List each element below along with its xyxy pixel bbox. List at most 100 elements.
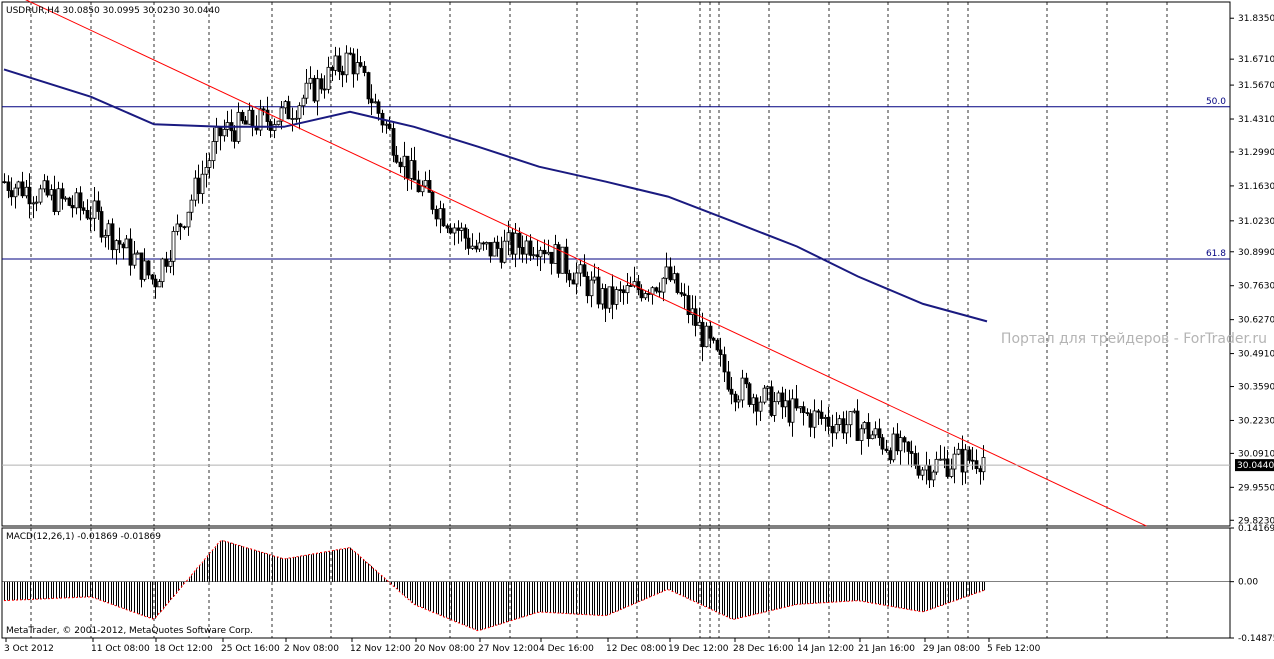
candle-body <box>902 437 907 443</box>
candle-body <box>81 207 86 211</box>
candle-body <box>481 242 486 245</box>
candle-body <box>74 192 79 209</box>
y-tick-label: 31.8350 <box>1238 14 1274 24</box>
candle-body <box>607 286 612 309</box>
candle-body <box>765 386 770 389</box>
candle-body <box>762 387 767 403</box>
candle-body <box>798 406 803 409</box>
candle-body <box>398 161 403 168</box>
x-tick-label: 19 Dec 12:00 <box>668 644 729 654</box>
candle-body <box>780 392 785 408</box>
x-tick-label: 25 Oct 16:00 <box>221 644 280 654</box>
candle-body <box>182 226 187 229</box>
moving-average <box>3 68 988 323</box>
candle-body <box>150 274 155 280</box>
candle-body <box>542 249 547 255</box>
candle-body <box>340 71 345 76</box>
candle-body <box>888 450 893 461</box>
candle-body <box>920 469 925 476</box>
candle-body <box>636 281 641 291</box>
candle-body <box>502 240 507 263</box>
candle-body <box>492 241 497 257</box>
candle-body <box>333 55 338 71</box>
candle-body <box>978 468 983 473</box>
candle-body <box>981 456 986 473</box>
candle-body <box>942 458 947 461</box>
main-pane[interactable] <box>1 1 1231 527</box>
trendline-segment[interactable] <box>4 0 1147 527</box>
price-axis: 31.8350 31.6710 31.5670 31.4310 31.2990 31.16… <box>2 14 1274 644</box>
trendline[interactable] <box>4 0 1147 527</box>
candle-body <box>362 65 367 73</box>
y-tick-label: 31.2990 <box>1238 148 1274 158</box>
candle-body <box>819 411 824 419</box>
candle-body <box>351 53 356 75</box>
candle-body <box>330 66 335 71</box>
candle-body <box>538 249 543 258</box>
candle-body <box>621 289 626 294</box>
candle-body <box>258 108 263 131</box>
candle-body <box>592 276 597 281</box>
candle-body <box>160 258 165 283</box>
candle-body <box>927 464 932 481</box>
candle-body <box>85 209 90 219</box>
candle-body <box>841 418 846 434</box>
candle-body <box>63 197 68 200</box>
candle-body <box>549 251 554 264</box>
candle-body <box>564 246 569 274</box>
x-tick-label: 11 Oct 08:00 <box>91 644 150 654</box>
candle-body <box>654 287 659 292</box>
candle-body <box>834 424 839 434</box>
x-tick-label: 14 Jan 12:00 <box>797 644 854 654</box>
candle-body <box>643 293 648 299</box>
candle-body <box>967 449 972 461</box>
candle-body <box>412 160 417 181</box>
x-tick-label: 18 Oct 12:00 <box>154 644 213 654</box>
candle-body <box>916 465 921 476</box>
candle-body <box>931 471 936 481</box>
candle-body <box>589 279 594 297</box>
moving-average-line <box>3 68 988 323</box>
candle-body <box>506 232 511 242</box>
candle-body <box>196 177 201 195</box>
watermark: Портал для трейдеров - ForTrader.ru <box>1001 331 1267 347</box>
candle-body <box>528 240 533 256</box>
candle-body <box>441 208 446 227</box>
candle-body <box>200 173 205 195</box>
candle-body <box>718 349 723 356</box>
candle-body <box>517 232 522 248</box>
candle-body <box>682 293 687 296</box>
macd-header: MACD(12,26,1) -0.01869 -0.01869 <box>6 532 161 542</box>
candle-body <box>949 468 954 477</box>
candle-body <box>366 72 371 100</box>
candle-body <box>171 231 176 262</box>
y-tick-label: 31.5670 <box>1238 81 1274 91</box>
candle-body <box>474 245 479 250</box>
candle-body <box>697 321 702 326</box>
macd-histogram <box>2 539 1230 632</box>
candle-body <box>945 458 950 477</box>
candle-body <box>801 406 806 413</box>
x-tick-label: 2 Nov 08:00 <box>284 644 339 654</box>
y-tick-label: 29.8230 <box>1238 516 1274 526</box>
candle-body <box>646 293 651 295</box>
y-tick-label: 31.4310 <box>1238 115 1274 125</box>
current-price-value: 30.0440 <box>1237 461 1274 471</box>
candle-body <box>52 189 57 212</box>
candle-body <box>884 448 889 452</box>
candle-body <box>837 418 842 425</box>
candle-body <box>193 177 198 201</box>
candle-body <box>261 108 266 111</box>
candle-body <box>49 189 54 196</box>
candle-body <box>168 260 173 267</box>
candle-body <box>92 200 97 219</box>
copyright-text: MetaTrader, © 2001-2012, MetaQuotes Soft… <box>6 626 253 636</box>
candle-body <box>855 410 860 441</box>
candle-body <box>250 109 255 127</box>
candle-body <box>153 278 158 288</box>
candle-body <box>207 160 212 168</box>
candle-body <box>466 237 471 249</box>
candle-body <box>816 410 821 413</box>
